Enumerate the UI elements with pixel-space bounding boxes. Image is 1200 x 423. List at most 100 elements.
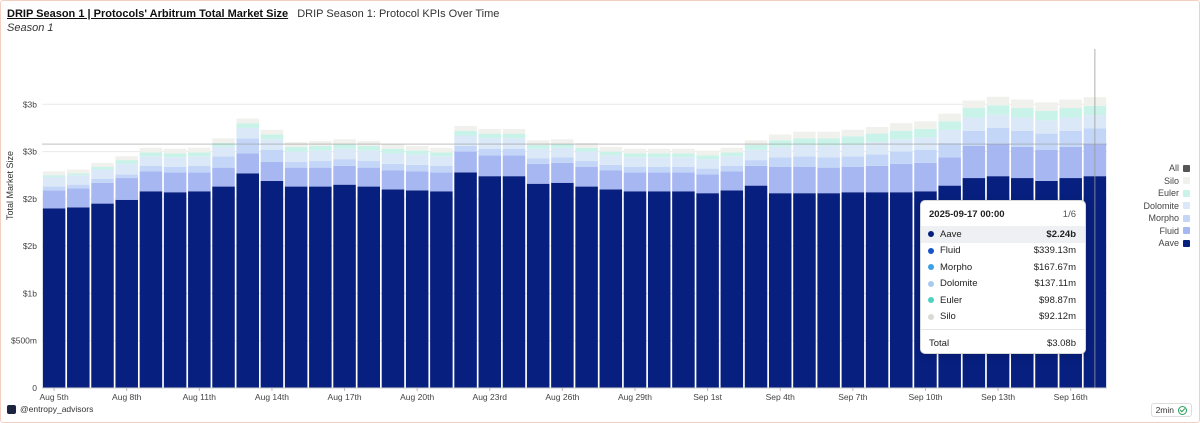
tooltip-row-silo: Silo $92.12m <box>921 309 1085 326</box>
author-credit[interactable]: @entropy_advisors <box>7 404 93 414</box>
bar-segment-fluid <box>163 172 187 193</box>
bar-segment-dolomite <box>1011 117 1034 131</box>
bar-segment-euler <box>236 123 259 128</box>
bar-segment-silo <box>309 141 332 146</box>
bar-segment-silo <box>817 131 840 139</box>
x-tick-label: Aug 29th <box>618 392 652 402</box>
bar-segment-morpho <box>962 130 986 146</box>
legend-item-silo[interactable]: Silo <box>1100 175 1190 188</box>
bar-segment-euler <box>67 173 90 176</box>
tooltip-row-aave: Aave $2.24b <box>921 226 1085 243</box>
bar-segment-euler <box>139 152 163 157</box>
bar-segment-euler <box>526 144 550 149</box>
bar-segment-euler <box>647 153 671 158</box>
bar-segment-euler <box>768 140 792 147</box>
bar-segment-silo <box>260 129 284 135</box>
bar-segment-fluid <box>962 145 986 179</box>
y-tick-label: $3b <box>23 147 37 157</box>
bar-segment-euler <box>599 151 623 156</box>
query-title-link[interactable]: DRIP Season 1 | Protocols' Arbitrum Tota… <box>7 8 289 20</box>
bar-segment-silo <box>42 171 66 176</box>
tooltip-series-value: $92.12m <box>1039 311 1076 323</box>
tooltip-page-indicator[interactable]: 1/6 <box>1062 209 1076 220</box>
bar-segment-morpho <box>357 161 381 168</box>
bar-segment-aave <box>551 182 574 388</box>
legend-label: Aave <box>1158 238 1179 249</box>
legend-item-morpho[interactable]: Morpho <box>1100 212 1190 225</box>
bar-segment-fluid <box>236 153 259 174</box>
bar-segment-dolomite <box>309 150 332 162</box>
bar-segment-aave <box>623 191 647 388</box>
bar-segment-silo <box>768 134 792 141</box>
bar-segment-morpho <box>405 164 429 172</box>
bar-segment-aave <box>454 172 477 388</box>
bar-segment-fluid <box>914 162 937 192</box>
bar-segment-aave <box>890 192 913 388</box>
bar-segment-dolomite <box>115 163 138 175</box>
bar-segment-euler <box>188 152 211 157</box>
bar-segment-euler <box>357 145 381 151</box>
bar-segment-dolomite <box>793 144 816 157</box>
legend-label: Dolomite <box>1143 200 1179 211</box>
bar-segment-fluid <box>817 167 840 194</box>
bar-segment-fluid <box>42 190 66 209</box>
bar-segment-silo <box>405 145 429 151</box>
bar-segment-morpho <box>163 166 187 173</box>
series-dot-icon <box>928 247 934 254</box>
bar-segment-morpho <box>1035 133 1058 150</box>
bar-segment-fluid <box>333 165 356 185</box>
bar-segment-fluid <box>696 174 719 194</box>
bar-segment-aave <box>478 176 502 388</box>
tooltip-total: Total $3.08b <box>921 330 1085 349</box>
legend-item-dolomite[interactable]: Dolomite <box>1100 200 1190 213</box>
hover-tooltip: 2025-09-17 00:00 1/6 Aave $2.24b Fluid $339… <box>920 200 1086 354</box>
bar-segment-dolomite <box>284 151 308 162</box>
bar-segment-morpho <box>67 184 90 189</box>
bar-segment-dolomite <box>551 147 574 158</box>
bar-segment-euler <box>890 130 913 140</box>
chart-legend: All Silo Euler Dolomite Morpho Fluid Aave <box>1100 162 1190 250</box>
bar-segment-fluid <box>260 161 284 181</box>
legend-item-euler[interactable]: Euler <box>1100 187 1190 200</box>
y-axis-label: Total Market Size <box>5 150 15 220</box>
refresh-status[interactable]: 2min <box>1150 403 1192 417</box>
bar-segment-fluid <box>1035 149 1058 181</box>
bar-segment-morpho <box>91 178 114 183</box>
visualization-title: DRIP Season 1: Protocol KPIs Over Time <box>297 8 500 20</box>
legend-item-fluid[interactable]: Fluid <box>1100 225 1190 238</box>
bar-segment-dolomite <box>236 127 259 139</box>
series-dot-icon <box>928 313 934 320</box>
legend-swatch <box>1183 227 1190 235</box>
bar-segment-euler <box>502 133 526 139</box>
bar-segment-silo <box>986 96 1010 106</box>
bar-segment-silo <box>551 139 574 145</box>
bar-segment-silo <box>744 140 768 145</box>
tooltip-series-name: Silo <box>940 311 956 323</box>
bar-segment-dolomite <box>890 139 913 152</box>
bar-segment-aave <box>67 207 90 388</box>
bar-segment-aave <box>430 191 453 388</box>
bar-segment-morpho <box>1011 130 1034 147</box>
bar-segment-morpho <box>696 168 719 175</box>
bar-segment-morpho <box>309 161 332 168</box>
bar-segment-fluid <box>1011 146 1034 179</box>
bar-segment-silo <box>575 143 598 148</box>
bar-segment-fluid <box>526 163 550 184</box>
bar-segment-aave <box>42 208 66 388</box>
legend-item-all[interactable]: All <box>1100 162 1190 175</box>
bar-segment-dolomite <box>599 155 623 165</box>
bar-segment-dolomite <box>672 157 695 167</box>
bar-segment-dolomite <box>42 177 66 187</box>
bar-segment-silo <box>720 147 744 153</box>
bar-segment-euler <box>623 153 647 158</box>
bar-segment-aave <box>647 191 671 388</box>
bar-segment-euler <box>405 150 429 155</box>
x-tick-label: Sep 1st <box>693 392 722 402</box>
legend-item-aave[interactable]: Aave <box>1100 237 1190 250</box>
bar-segment-silo <box>357 141 381 146</box>
bar-segment-silo <box>1011 99 1034 109</box>
series-dot-icon <box>928 231 934 238</box>
author-name: @entropy_advisors <box>20 404 94 414</box>
bar-segment-fluid <box>188 172 211 192</box>
